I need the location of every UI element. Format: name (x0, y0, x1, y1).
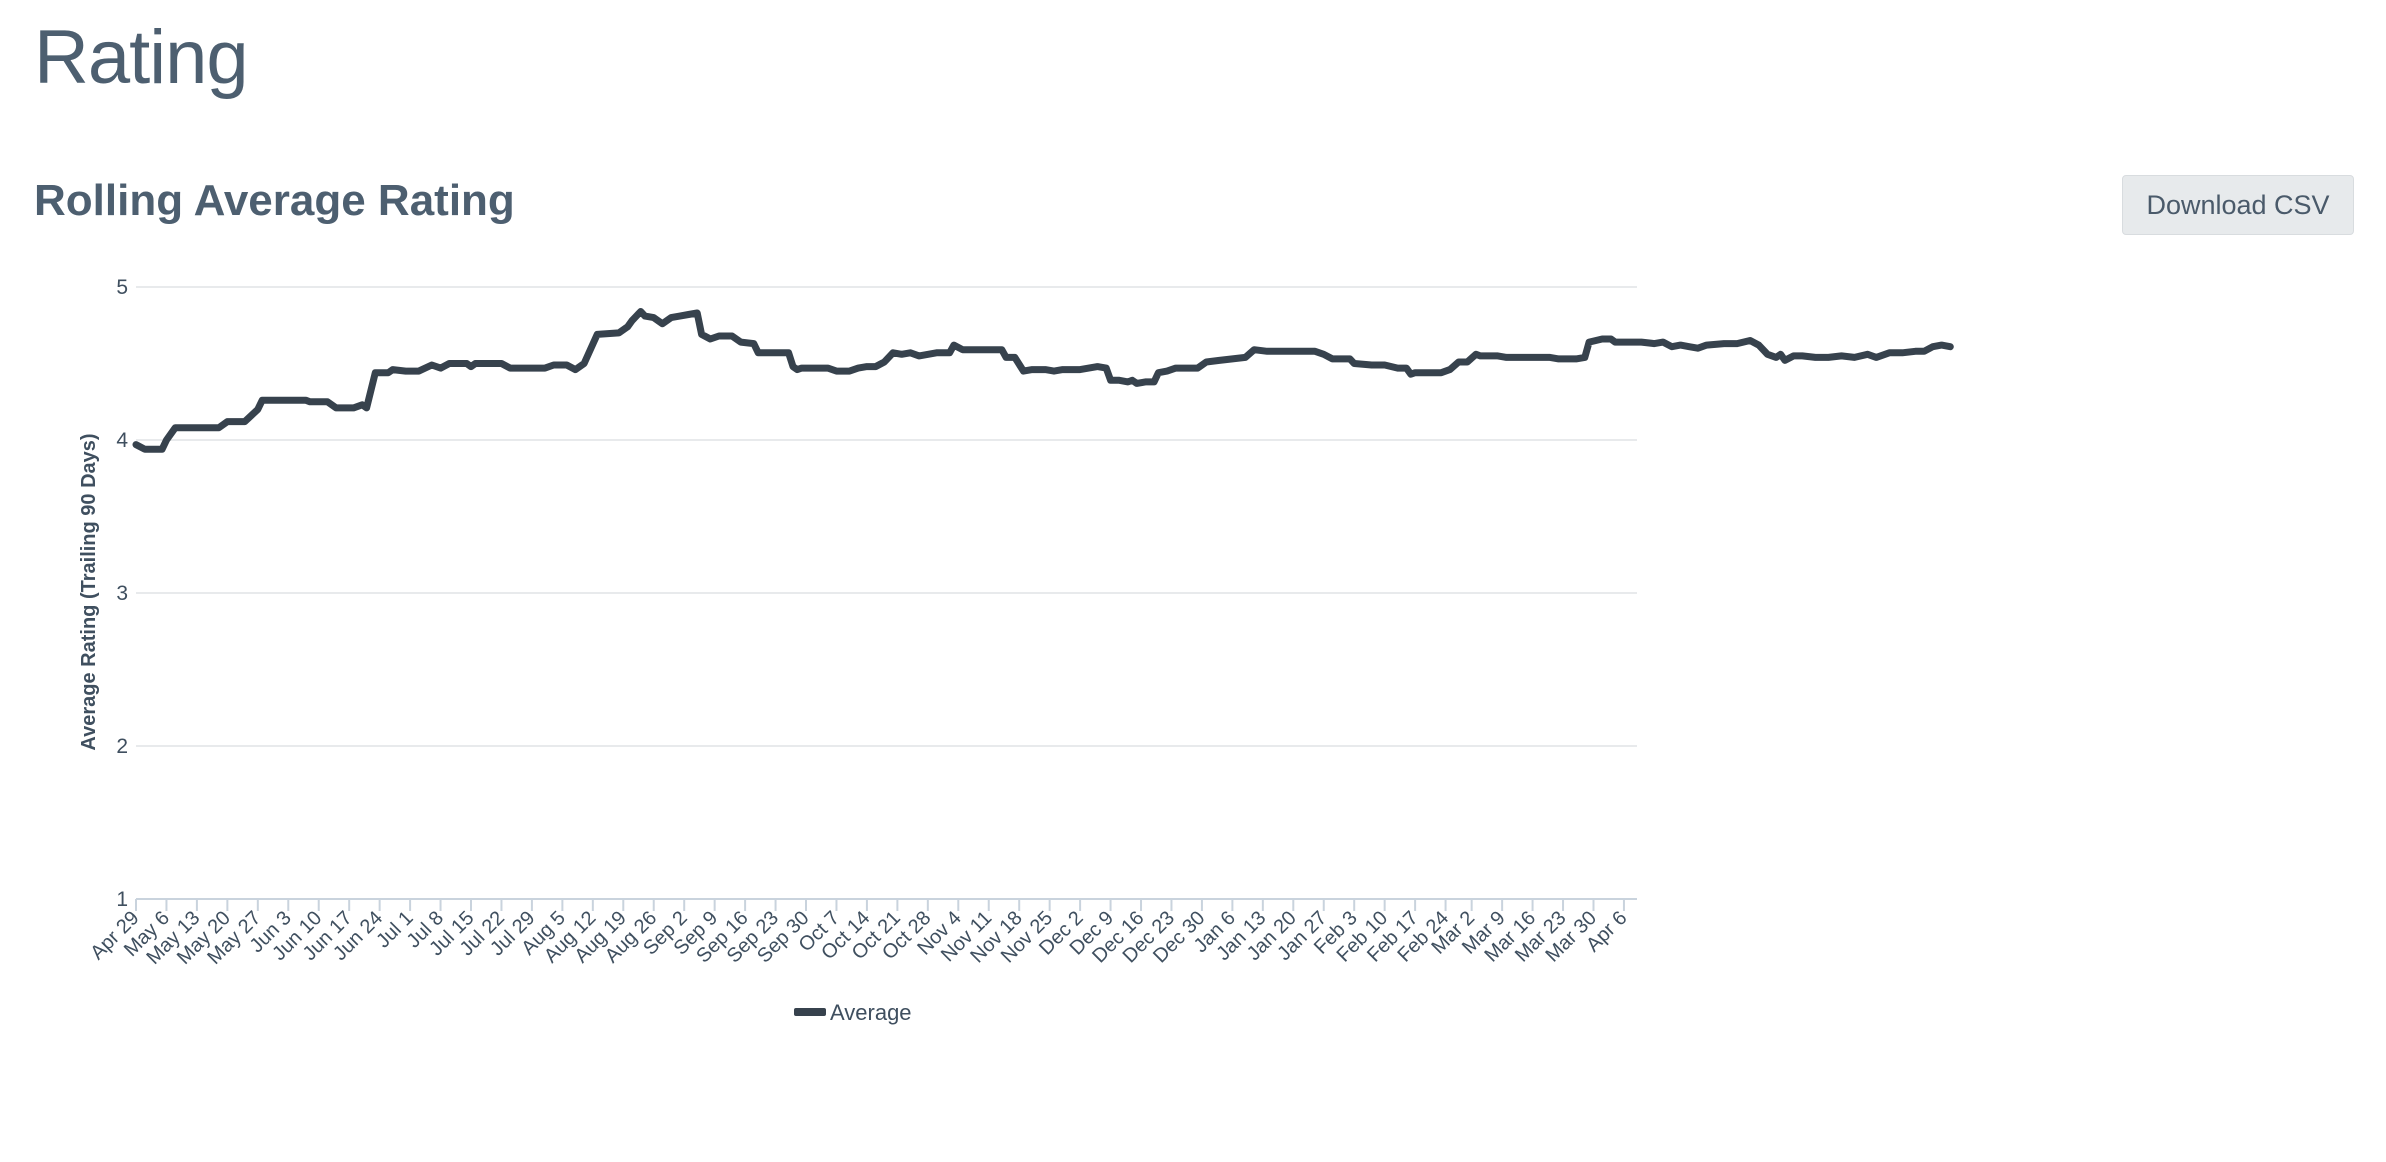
y-tick-label: 2 (116, 735, 128, 758)
series-line-average (132, 308, 1954, 453)
y-tick-label: 4 (116, 429, 128, 452)
legend-swatch-average (794, 1008, 826, 1016)
y-axis-ticks: 1 2 3 4 5 (116, 276, 128, 911)
y-tick-label: 5 (116, 276, 128, 299)
y-axis-label: Average Rating (Trailing 90 Days) (78, 433, 100, 750)
download-csv-button[interactable]: Download CSV (2122, 175, 2354, 235)
legend[interactable]: Average (794, 1000, 912, 1025)
y-tick-label: 3 (116, 582, 128, 605)
series-layer (132, 308, 1954, 453)
section-title: Rolling Average Rating (34, 176, 515, 225)
y-tick-label: 1 (116, 888, 128, 911)
legend-label-average: Average (830, 1000, 912, 1025)
page-title: Rating (34, 15, 249, 100)
grid-lines (136, 286, 1637, 747)
